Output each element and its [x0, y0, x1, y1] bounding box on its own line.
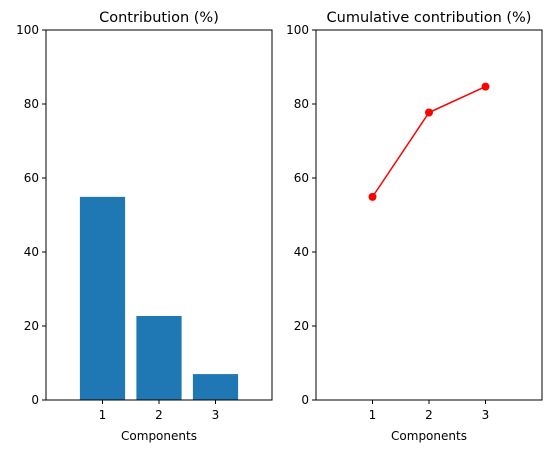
cumulative-x-axis-label: Components	[391, 429, 467, 443]
bar-component-1	[79, 196, 126, 400]
point-component-1	[368, 192, 377, 201]
x-tick-label: 1	[369, 408, 377, 422]
x-tick-label: 3	[212, 408, 220, 422]
cumulative-plot-frame	[315, 29, 543, 401]
y-tick-label: 60	[24, 171, 39, 185]
point-component-3	[481, 82, 490, 91]
y-tick-label: 40	[24, 245, 39, 259]
contribution-x-axis-label: Components	[121, 429, 197, 443]
y-tick-label: 20	[24, 319, 39, 333]
y-tick-label: 0	[301, 393, 309, 407]
y-tick-label: 100	[286, 23, 309, 37]
x-tick-label: 2	[425, 408, 433, 422]
x-tick-label: 2	[155, 408, 163, 422]
contribution-title: Contribution (%)	[99, 10, 219, 26]
bar-component-3	[192, 374, 239, 400]
y-tick-label: 100	[16, 23, 39, 37]
bar-component-2	[136, 316, 182, 400]
y-tick-label: 0	[31, 393, 39, 407]
cumulative-panel: Cumulative contribution (%) 0 20 40 60 80 100…	[286, 10, 543, 443]
x-tick-label: 3	[482, 408, 490, 422]
y-tick-label: 20	[294, 319, 309, 333]
y-tick-label: 60	[294, 171, 309, 185]
y-tick-label: 80	[294, 97, 309, 111]
cumulative-title: Cumulative contribution (%)	[327, 10, 532, 26]
x-tick-label: 1	[99, 408, 107, 422]
y-tick-label: 40	[294, 245, 309, 259]
cumulative-line	[371, 85, 486, 198]
contribution-plot-frame	[45, 29, 273, 401]
y-tick-label: 80	[24, 97, 39, 111]
point-component-2	[425, 108, 433, 117]
contribution-panel: Contribution (%) 0 20 40 60 80 100 1 2 3 Compone…	[16, 10, 273, 443]
